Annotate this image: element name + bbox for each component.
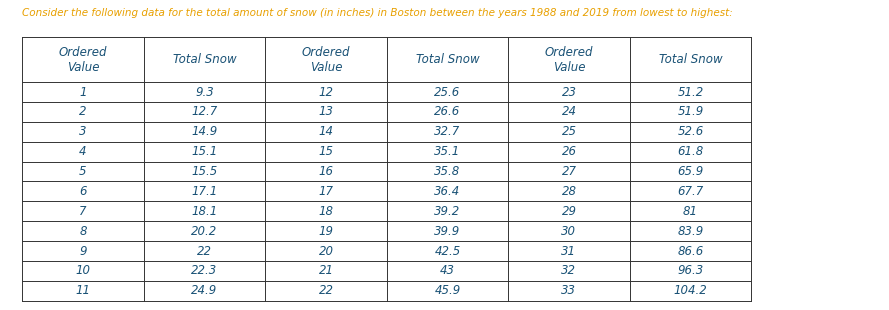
Text: Ordered
Value: Ordered Value <box>545 46 593 74</box>
Text: 86.6: 86.6 <box>677 245 703 258</box>
Text: 67.7: 67.7 <box>677 185 703 198</box>
Text: 30: 30 <box>562 225 576 238</box>
Text: 20: 20 <box>318 245 333 258</box>
Text: 51.2: 51.2 <box>677 86 703 99</box>
Text: 81: 81 <box>683 205 698 218</box>
Text: 5: 5 <box>79 165 87 178</box>
Text: 28: 28 <box>562 185 576 198</box>
Text: 23: 23 <box>562 86 576 99</box>
Text: 61.8: 61.8 <box>677 145 703 158</box>
Text: 36.4: 36.4 <box>435 185 461 198</box>
Text: 35.1: 35.1 <box>435 145 461 158</box>
Text: 19: 19 <box>318 225 333 238</box>
Text: 21: 21 <box>318 264 333 277</box>
Text: 12: 12 <box>318 86 333 99</box>
Text: 33: 33 <box>562 284 576 297</box>
Text: 39.2: 39.2 <box>435 205 461 218</box>
Text: 96.3: 96.3 <box>677 264 703 277</box>
Text: 1: 1 <box>79 86 87 99</box>
Text: 14.9: 14.9 <box>191 125 218 138</box>
Text: 39.9: 39.9 <box>435 225 461 238</box>
Text: Total Snow: Total Snow <box>416 53 479 66</box>
Text: 25.6: 25.6 <box>435 86 461 99</box>
Text: 7: 7 <box>79 205 87 218</box>
Text: 24: 24 <box>562 105 576 118</box>
Text: 10: 10 <box>76 264 91 277</box>
Text: 51.9: 51.9 <box>677 105 703 118</box>
Text: 17: 17 <box>318 185 333 198</box>
Text: 18.1: 18.1 <box>191 205 218 218</box>
Text: 32: 32 <box>562 264 576 277</box>
Text: 9.3: 9.3 <box>195 86 214 99</box>
Text: 2: 2 <box>79 105 87 118</box>
Text: 22: 22 <box>197 245 212 258</box>
Text: 104.2: 104.2 <box>674 284 708 297</box>
Text: Ordered
Value: Ordered Value <box>59 46 108 74</box>
Text: 14: 14 <box>318 125 333 138</box>
Text: 22.3: 22.3 <box>191 264 218 277</box>
Text: 16: 16 <box>318 165 333 178</box>
Text: 24.9: 24.9 <box>191 284 218 297</box>
Text: 17.1: 17.1 <box>191 185 218 198</box>
Text: 27: 27 <box>562 165 576 178</box>
Text: 6: 6 <box>79 185 87 198</box>
Text: Consider the following data for the total amount of snow (in inches) in Boston b: Consider the following data for the tota… <box>22 8 733 18</box>
Text: Total Snow: Total Snow <box>172 53 236 66</box>
Text: Total Snow: Total Snow <box>659 53 722 66</box>
Text: 65.9: 65.9 <box>677 165 703 178</box>
Text: 32.7: 32.7 <box>435 125 461 138</box>
Text: 15.1: 15.1 <box>191 145 218 158</box>
Text: 20.2: 20.2 <box>191 225 218 238</box>
Text: 12.7: 12.7 <box>191 105 218 118</box>
Text: 35.8: 35.8 <box>435 165 461 178</box>
Text: 4: 4 <box>79 145 87 158</box>
Text: 31: 31 <box>562 245 576 258</box>
Text: 3: 3 <box>79 125 87 138</box>
Text: 42.5: 42.5 <box>435 245 461 258</box>
Text: 18: 18 <box>318 205 333 218</box>
Text: 13: 13 <box>318 105 333 118</box>
Text: 9: 9 <box>79 245 87 258</box>
Text: 45.9: 45.9 <box>435 284 461 297</box>
Text: 15: 15 <box>318 145 333 158</box>
Text: 25: 25 <box>562 125 576 138</box>
Text: 83.9: 83.9 <box>677 225 703 238</box>
Text: Ordered
Value: Ordered Value <box>301 46 350 74</box>
Text: 52.6: 52.6 <box>677 125 703 138</box>
Text: 15.5: 15.5 <box>191 165 218 178</box>
Text: 8: 8 <box>79 225 87 238</box>
Text: 29: 29 <box>562 205 576 218</box>
Text: 43: 43 <box>440 264 455 277</box>
Text: 26: 26 <box>562 145 576 158</box>
Text: 26.6: 26.6 <box>435 105 461 118</box>
Text: 11: 11 <box>76 284 91 297</box>
Text: 22: 22 <box>318 284 333 297</box>
